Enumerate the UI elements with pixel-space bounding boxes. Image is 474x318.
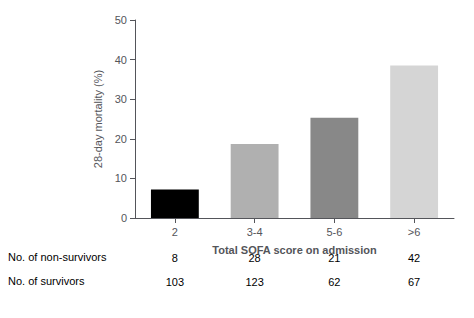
svg-text:20: 20 [115, 133, 127, 145]
svg-text:0: 0 [121, 212, 127, 224]
svg-text:No. of non-survivors: No. of non-survivors [8, 251, 107, 263]
svg-text:103: 103 [166, 276, 184, 288]
svg-text:30: 30 [115, 93, 127, 105]
svg-text:5-6: 5-6 [326, 226, 342, 238]
svg-text:3-4: 3-4 [247, 226, 263, 238]
svg-text:50: 50 [115, 14, 127, 26]
svg-text:>6: >6 [408, 226, 421, 238]
svg-text:8: 8 [172, 252, 178, 264]
svg-text:123: 123 [245, 276, 263, 288]
svg-text:62: 62 [328, 276, 340, 288]
svg-text:40: 40 [115, 54, 127, 66]
svg-text:42: 42 [408, 252, 420, 264]
svg-text:Total SOFA score on admission: Total SOFA score on admission [212, 244, 377, 256]
svg-text:10: 10 [115, 172, 127, 184]
svg-text:2: 2 [172, 226, 178, 238]
svg-text:28-day mortality (%): 28-day mortality (%) [92, 70, 104, 168]
svg-text:No. of survivors: No. of survivors [8, 275, 85, 287]
svg-text:67: 67 [408, 276, 420, 288]
svg-text:21: 21 [328, 252, 341, 264]
svg-text:28: 28 [248, 252, 261, 264]
